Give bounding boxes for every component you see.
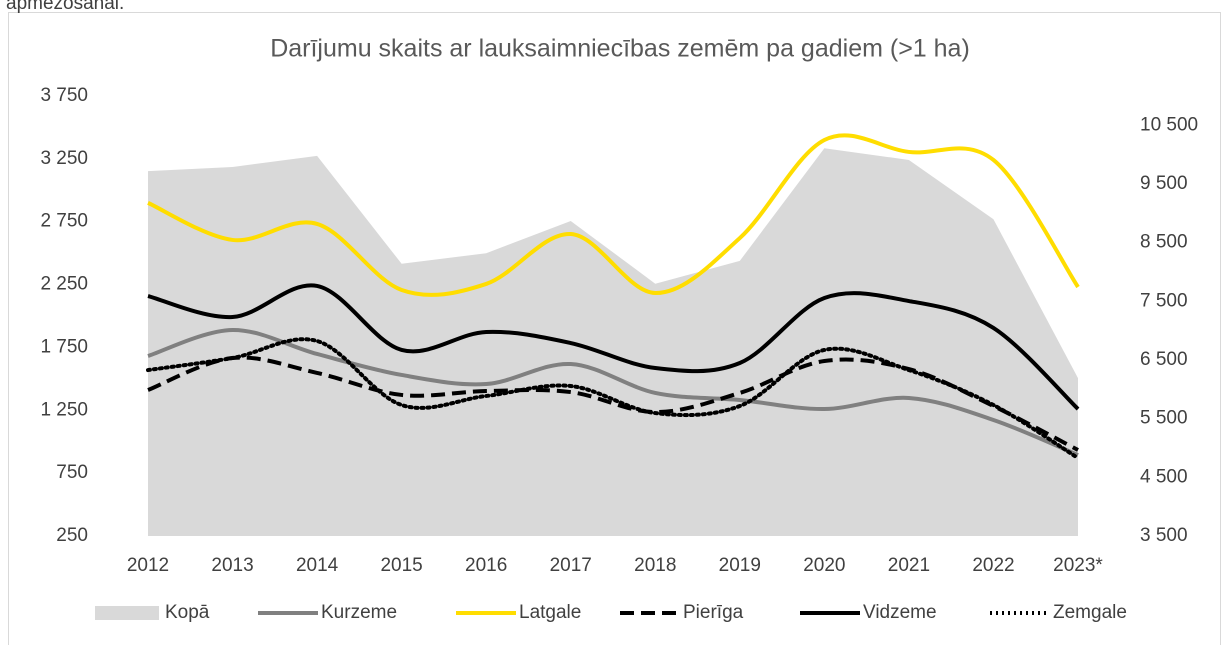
- line: [147, 327, 1079, 457]
- y2-tick-label: 6 500: [1140, 349, 1188, 370]
- y-tick-label: 2 750: [40, 211, 88, 232]
- x-tick-label: 2019: [719, 555, 761, 576]
- x-tick-label: 2017: [550, 555, 592, 576]
- x-tick-label: 2013: [211, 555, 253, 576]
- x-tick-label: 2022: [972, 555, 1014, 576]
- y2-tick-label: 9 500: [1140, 173, 1188, 194]
- legend-swatch: [95, 606, 159, 620]
- line: [147, 283, 1080, 411]
- legend-label: Kopā: [165, 602, 210, 623]
- x-tick-label: 2021: [888, 555, 930, 576]
- x-tick-label: 2015: [380, 555, 422, 576]
- y-tick-label: 3 750: [40, 85, 88, 106]
- x-tick-label: 2020: [803, 555, 845, 576]
- chart-frame: [8, 12, 1221, 645]
- chart-title: Darījumu skaits ar lauksaimniecības zemē…: [270, 35, 970, 63]
- legend-label: Pierīga: [683, 602, 744, 623]
- y2-tick-label: 10 500: [1140, 114, 1198, 135]
- y2-tick-label: 8 500: [1140, 232, 1188, 253]
- annotation: apmežošanai.: [6, 0, 124, 14]
- y2-tick-label: 4 500: [1140, 466, 1188, 487]
- x-tick-label: 2016: [465, 555, 507, 576]
- y-tick-label: 750: [56, 462, 88, 483]
- legend-label: Zemgale: [1053, 602, 1127, 623]
- legend-label: Latgale: [519, 602, 581, 623]
- line: [147, 355, 1079, 452]
- x-tick-label: 2018: [634, 555, 676, 576]
- y-tick-label: 250: [56, 525, 88, 546]
- x-tick-label: 2012: [127, 555, 169, 576]
- y-tick-label: 3 250: [40, 148, 88, 169]
- legend-label: Kurzeme: [321, 602, 397, 623]
- y-tick-label: 1 250: [40, 399, 88, 420]
- line: [147, 133, 1080, 297]
- y2-tick-label: 3 500: [1140, 525, 1188, 546]
- legend-label: Vidzeme: [863, 602, 937, 623]
- line: [146, 337, 1080, 461]
- y2-tick-label: 5 500: [1140, 408, 1188, 429]
- y2-tick-label: 7 500: [1140, 290, 1188, 311]
- area-kopa: [148, 148, 1078, 537]
- x-tick-label: 2014: [296, 555, 339, 576]
- x-tick-label: 2023*: [1053, 555, 1103, 576]
- y-tick-label: 1 750: [40, 336, 88, 357]
- y-tick-label: 2 250: [40, 274, 88, 295]
